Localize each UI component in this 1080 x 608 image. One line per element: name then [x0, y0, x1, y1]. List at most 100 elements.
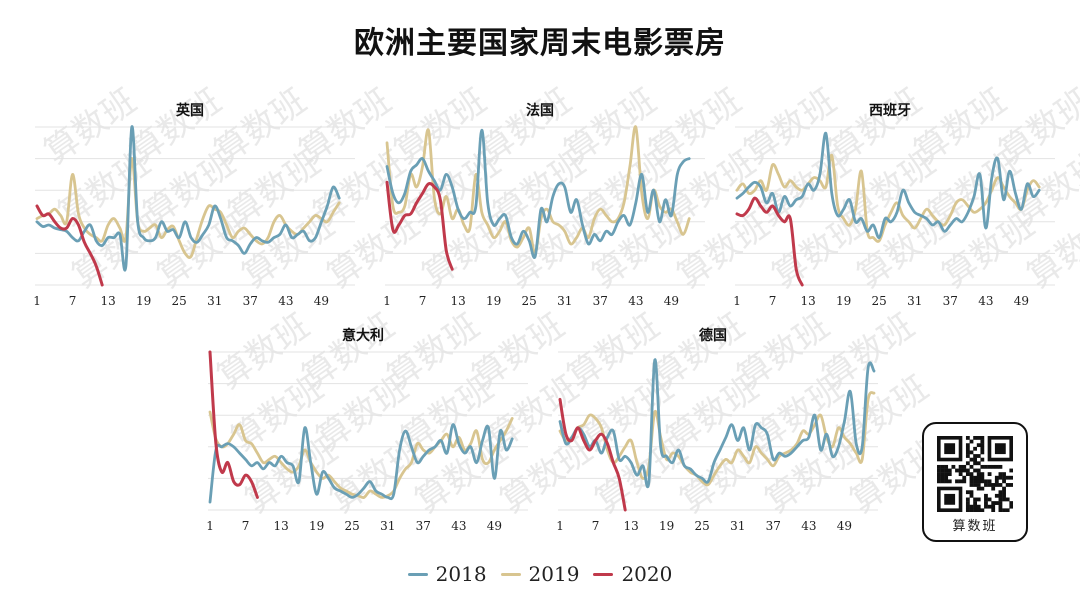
qr-module — [980, 439, 985, 444]
x-tick-label: 7 — [242, 519, 250, 533]
x-tick-label: 13 — [100, 294, 115, 308]
qr-module — [958, 479, 963, 484]
chart-panel-spain: 算数班算数班算数班算数班算数班算数班算数班算数班算数班算数班算数班算数班西班牙1… — [733, 81, 1080, 308]
qr-module — [973, 504, 978, 509]
series-line-2019-italy — [208, 410, 514, 499]
qr-finder — [994, 443, 1006, 455]
x-tick-label: 49 — [1014, 294, 1029, 308]
qr-module — [1005, 483, 1010, 487]
qr-module — [965, 490, 970, 495]
x-tick-label: 25 — [872, 294, 887, 308]
qr-module — [980, 436, 985, 440]
qr-module — [987, 497, 992, 502]
qr-module — [973, 475, 978, 480]
x-tick-label: 1 — [556, 519, 564, 533]
qr-module — [969, 464, 974, 469]
x-tick-label: 37 — [943, 294, 958, 308]
qr-module — [984, 497, 988, 502]
qr-module — [962, 479, 967, 484]
x-tick-label: 37 — [766, 519, 781, 533]
x-tick-label: 1 — [33, 294, 41, 308]
qr-module — [962, 464, 967, 469]
x-tick-label: 13 — [800, 294, 815, 308]
qr-module — [994, 475, 999, 480]
qr-module — [944, 475, 949, 480]
qr-module — [976, 468, 981, 473]
qr-module — [976, 479, 981, 484]
qr-module — [937, 475, 941, 480]
x-tick-label: 19 — [309, 519, 324, 533]
qr-module — [1005, 508, 1010, 512]
x-tick-label: 49 — [487, 519, 502, 533]
qr-module — [991, 508, 996, 512]
qr-module — [962, 468, 967, 473]
qr-module — [965, 446, 970, 451]
x-tick-label: 37 — [593, 294, 608, 308]
x-tick-label: 31 — [907, 294, 922, 308]
qr-module — [976, 497, 981, 502]
qr-module — [937, 472, 941, 477]
qr-module — [980, 486, 985, 491]
x-tick-label: 37 — [416, 519, 431, 533]
qr-module — [1009, 504, 1013, 509]
qr-module — [947, 472, 952, 477]
qr-module — [958, 464, 963, 469]
x-tick-label: 43 — [801, 519, 816, 533]
qr-module — [969, 472, 974, 477]
qr-module — [969, 475, 974, 480]
qr-module — [1002, 475, 1006, 480]
qr-module — [962, 475, 967, 480]
x-tick-label: 31 — [730, 519, 745, 533]
qr-module — [973, 457, 978, 462]
x-tick-label: 43 — [278, 294, 293, 308]
qr-finder — [944, 443, 956, 455]
x-tick-label: 31 — [207, 294, 222, 308]
panel-title-france: 法国 — [526, 102, 554, 119]
qr-module — [973, 461, 978, 466]
x-tick-label: 7 — [69, 294, 77, 308]
page-title: 欧洲主要国家周末电影票房 — [354, 26, 726, 61]
panel-title-germany: 德国 — [699, 327, 727, 344]
qr-module — [984, 504, 988, 509]
qr-module — [1002, 486, 1006, 491]
qr-module — [1002, 472, 1006, 477]
x-tick-label: 37 — [243, 294, 258, 308]
qr-module — [1002, 508, 1006, 512]
qr-module — [969, 504, 974, 509]
qr-module — [1002, 493, 1006, 498]
qr-module — [940, 468, 945, 473]
qr-module — [965, 468, 970, 473]
qr-module — [973, 501, 978, 505]
legend-label-2019: 2019 — [528, 562, 580, 586]
qr-module — [1009, 468, 1013, 473]
x-tick-label: 1 — [206, 519, 214, 533]
qr-module — [994, 464, 999, 469]
qr-module — [991, 504, 996, 509]
qr-module — [998, 464, 1003, 469]
qr-module — [969, 493, 974, 498]
qr-module — [965, 443, 970, 448]
x-tick-label: 25 — [345, 519, 360, 533]
qr-module — [998, 475, 1003, 480]
qr-module — [969, 439, 974, 444]
panel-title-spain: 西班牙 — [869, 102, 911, 119]
qr-module — [984, 501, 988, 505]
series-line-2020-france — [385, 180, 454, 271]
qr-module — [958, 468, 963, 473]
x-tick-label: 1 — [383, 294, 391, 308]
qr-module — [944, 468, 949, 473]
qr-module — [987, 504, 992, 509]
qr-module — [1009, 501, 1013, 505]
qr-module — [984, 493, 988, 498]
x-tick-label: 7 — [419, 294, 427, 308]
qr-module — [951, 464, 956, 469]
qr-module — [955, 468, 959, 473]
x-tick-label: 43 — [978, 294, 993, 308]
qr-module — [998, 497, 1003, 502]
qr-code-icon — [937, 436, 1013, 512]
qr-module — [980, 464, 985, 469]
qr-module — [965, 450, 970, 455]
qr-module — [994, 483, 999, 487]
series-line-2018-germany — [558, 358, 876, 489]
qr-module — [994, 493, 999, 498]
